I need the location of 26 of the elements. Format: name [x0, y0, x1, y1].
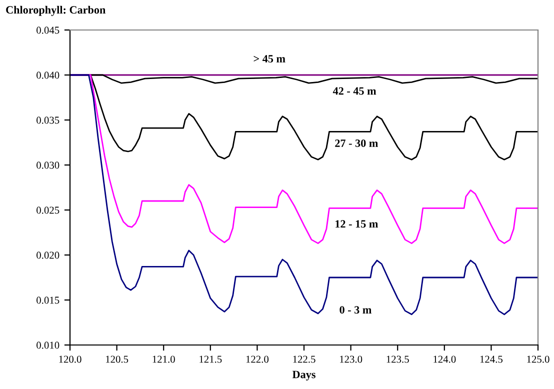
x-tick-label: 122.5: [293, 356, 316, 363]
y-tick-label: 0.025: [36, 206, 60, 214]
x-tick-label: 120.0: [59, 356, 82, 363]
series-label: 0 - 3 m: [340, 306, 372, 314]
x-tick-label: 125.0: [527, 356, 550, 363]
x-tick-label: 124.5: [480, 356, 503, 363]
y-tick-label: 0.010: [36, 342, 60, 349]
x-tick-label: 123.0: [340, 356, 362, 363]
x-tick-label: 120.5: [106, 356, 128, 363]
x-axis-title: Days: [292, 370, 316, 380]
chart-title: Chlorophyll: Carbon: [6, 6, 106, 16]
y-tick-label: 0.015: [36, 296, 60, 304]
y-tick-label: 0.035: [36, 116, 60, 124]
y-tick-label: 0.020: [36, 252, 60, 259]
series-label: 42 - 45 m: [332, 87, 376, 95]
x-tick-label: 121.0: [152, 356, 175, 363]
y-tick-label: 0.040: [36, 72, 60, 79]
y-tick-label: 0.045: [36, 26, 60, 34]
x-tick-label: 123.5: [386, 356, 409, 363]
x-tick-label: 122.0: [246, 356, 269, 363]
y-tick-label: 0.030: [36, 162, 60, 169]
series-label: 27 - 30 m: [335, 139, 378, 147]
x-tick-label: 121.5: [200, 356, 222, 363]
x-tick-label: 124.0: [434, 356, 456, 363]
series-label: 12 - 15 m: [336, 220, 378, 228]
series-label: > 45 m: [254, 55, 286, 63]
